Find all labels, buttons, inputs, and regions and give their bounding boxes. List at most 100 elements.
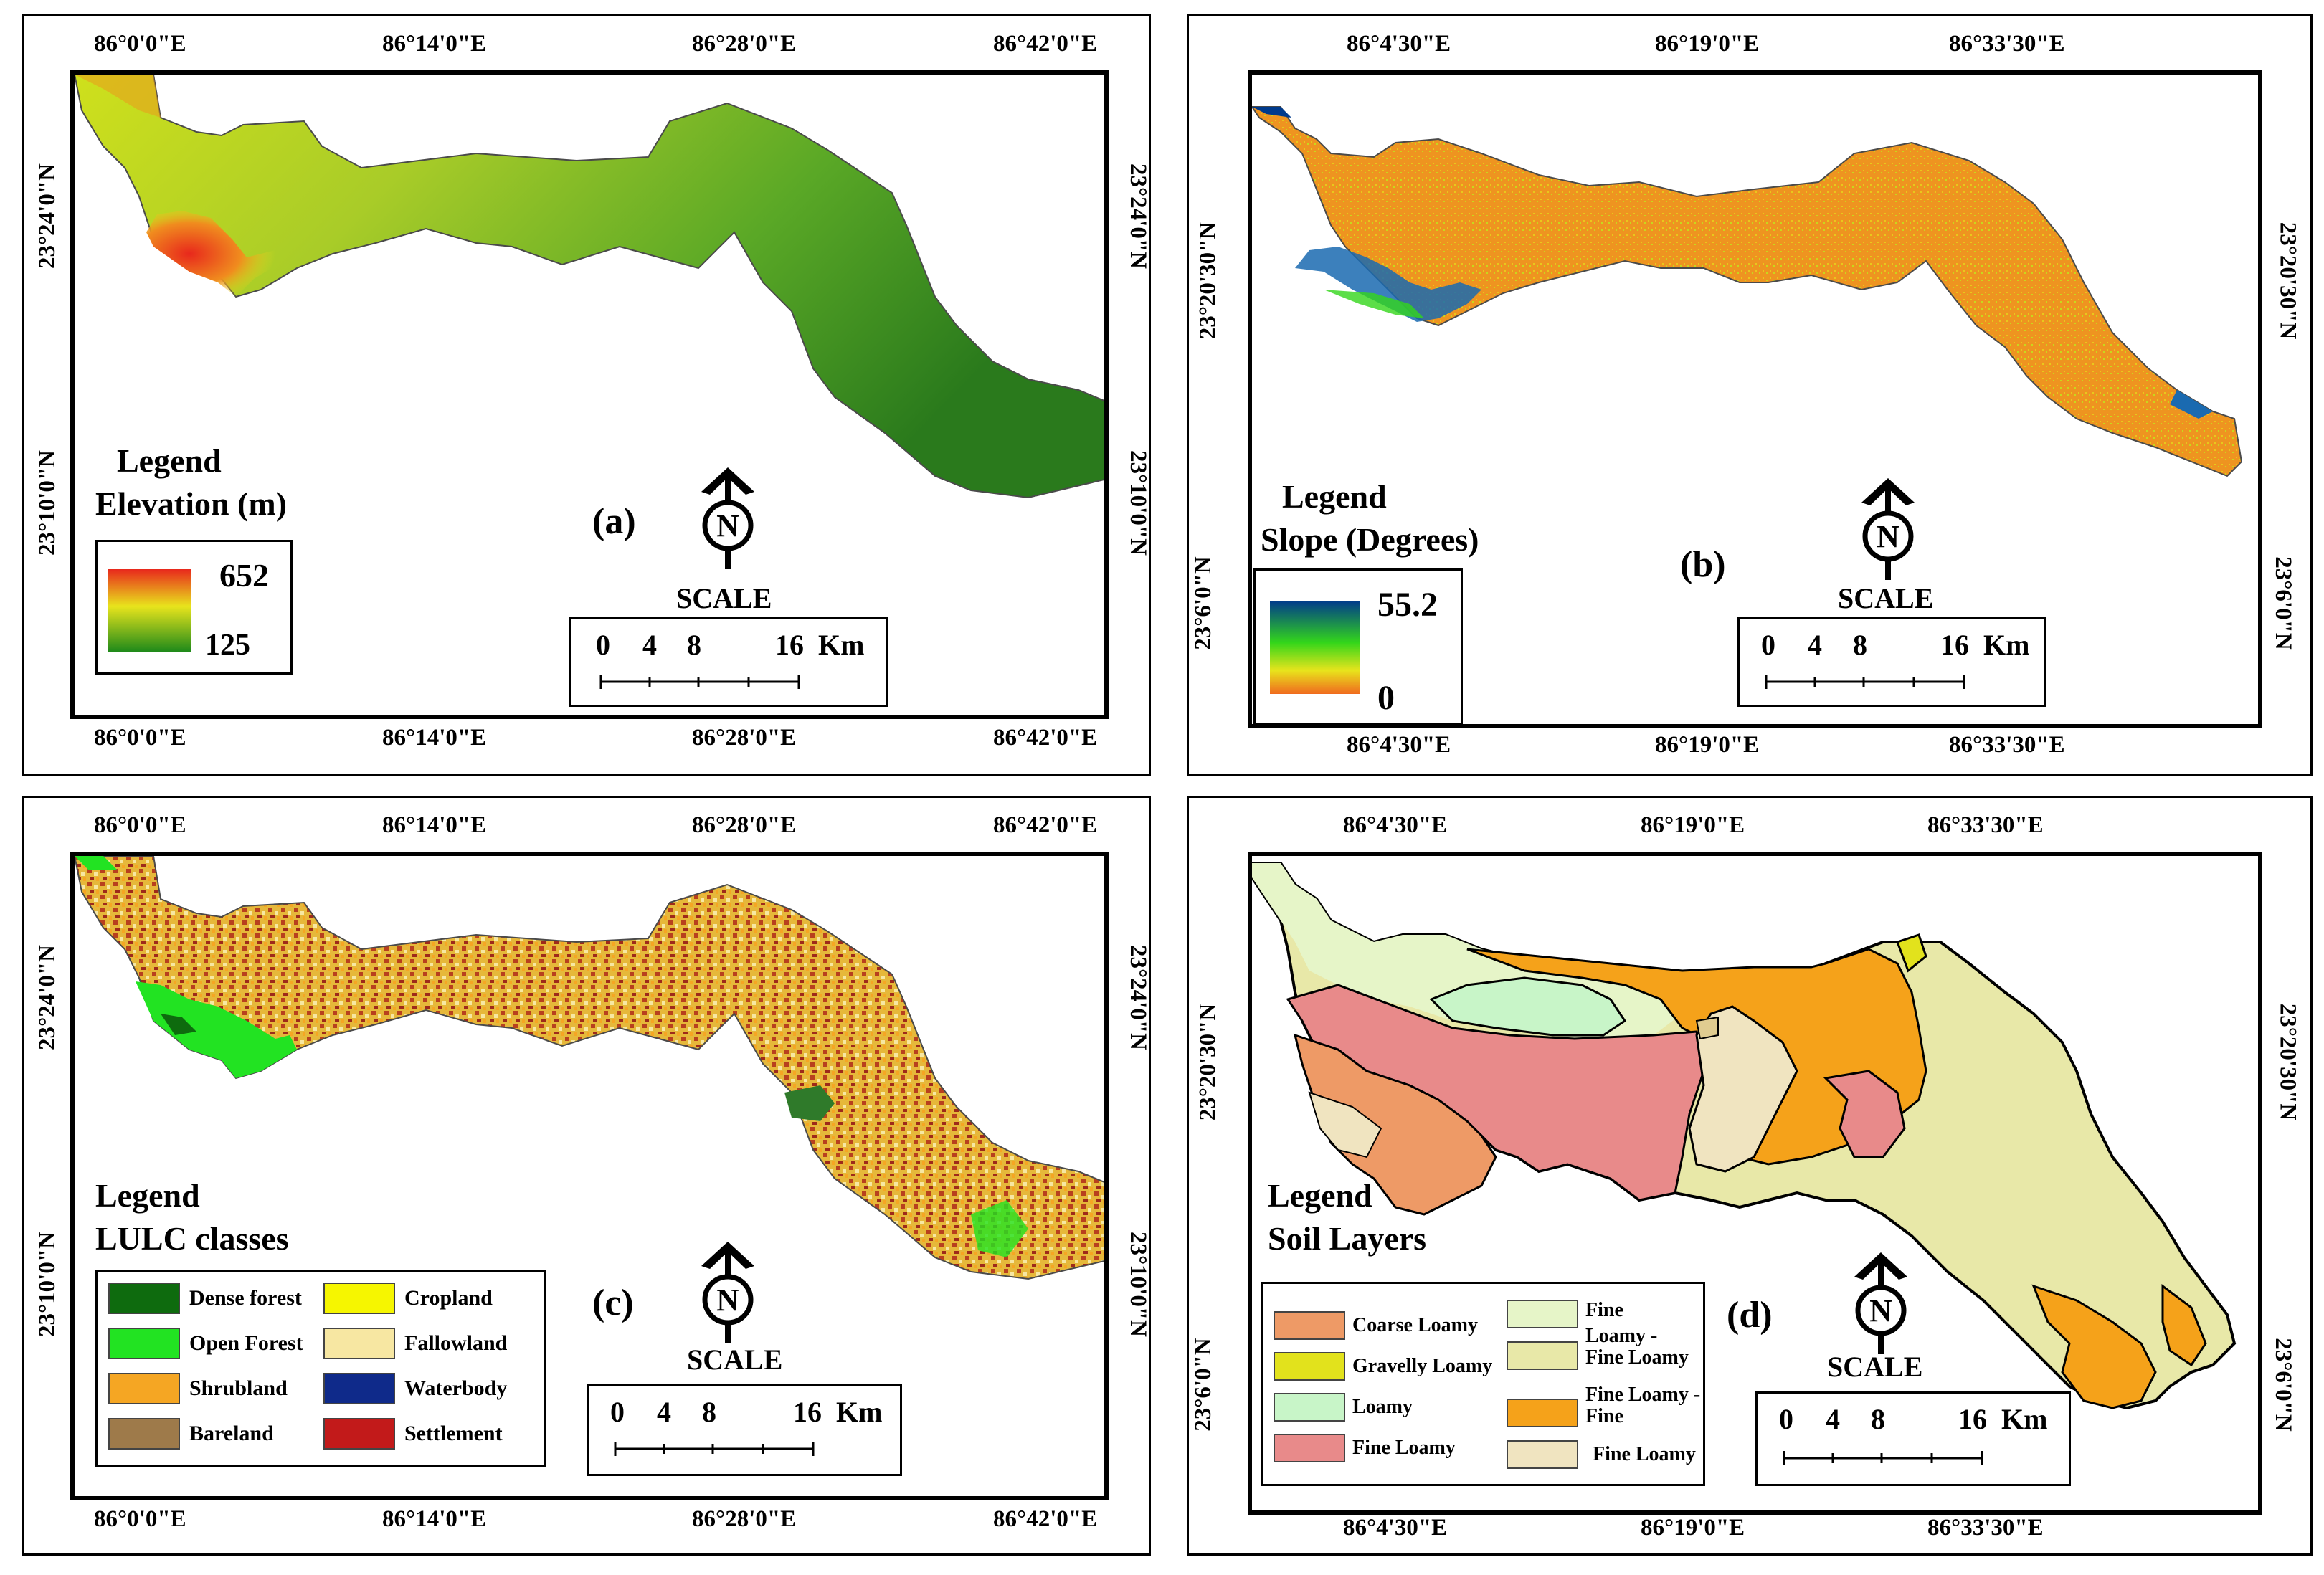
top-tick-1: 86°0'0"E	[94, 31, 186, 57]
legend-title-a-1: Legend	[117, 442, 222, 479]
dense-forest-swatch	[108, 1283, 180, 1314]
scale-unit: Km	[1983, 629, 2030, 661]
waterbody-swatch	[323, 1373, 395, 1404]
fine-loamy-beige-swatch	[1507, 1440, 1578, 1469]
scale-title-b: SCALE	[1838, 582, 1934, 614]
left-tick-1: 23°20'30"N	[1195, 222, 1221, 340]
settlement-swatch	[323, 1418, 395, 1450]
fine-loamy-fine-swatch	[1507, 1399, 1578, 1427]
bottom-tick-2: 86°14'0"E	[382, 725, 487, 751]
lulc-legend-box: Dense forest Open Forest Shrubland Barel…	[95, 1270, 546, 1467]
bottom-tick-2: 86°19'0"E	[1655, 732, 1760, 758]
waterbody-label: Waterbody	[404, 1376, 508, 1400]
slope-min: 0	[1377, 679, 1395, 717]
scale-4: 4	[657, 1396, 671, 1428]
fine-loamy-beige-label: Fine Loamy	[1593, 1443, 1696, 1465]
left-tick-2: 23°6'0"N	[1190, 556, 1216, 650]
cropland-swatch	[323, 1283, 395, 1314]
left-tick-1: 23°24'0"N	[34, 944, 61, 1051]
scale-unit: Km	[2001, 1403, 2048, 1435]
top-tick-4: 86°42'0"E	[993, 812, 1098, 838]
elevation-min: 125	[205, 629, 250, 662]
legend-title-d-2: Soil Layers	[1268, 1220, 1427, 1257]
panel-d-soil: 86°4'30"E 86°19'0"E 86°33'30"E 86°4'30"E…	[1187, 796, 2313, 1556]
loamy-fine-loamy-swatch	[1507, 1341, 1578, 1370]
loamy-label: Loamy	[1352, 1396, 1413, 1418]
gravelly-loamy-swatch	[1274, 1352, 1345, 1381]
legend-title-b-1: Legend	[1282, 478, 1387, 515]
scale-unit: Km	[818, 629, 865, 661]
fine-label: Fine	[1585, 1299, 1623, 1321]
bottom-tick-1: 86°0'0"E	[94, 1506, 186, 1532]
scale-16: 16	[775, 629, 804, 661]
top-tick-2: 86°14'0"E	[382, 31, 487, 57]
right-tick-2: 23°10'0"N	[1125, 449, 1152, 556]
top-tick-1: 86°4'30"E	[1343, 812, 1448, 838]
scale-4: 4	[1808, 629, 1822, 661]
panel-b-slope: 86°4'30"E 86°19'0"E 86°33'30"E 86°4'30"E…	[1187, 14, 2313, 776]
scale-0: 0	[610, 1396, 625, 1428]
scale-8: 8	[1853, 629, 1867, 661]
top-tick-1: 86°4'30"E	[1347, 31, 1451, 57]
scale-title-c: SCALE	[687, 1343, 783, 1376]
scale-bar	[1783, 1451, 1983, 1465]
legend-title-c-1: Legend	[95, 1177, 200, 1214]
bareland-label: Bareland	[189, 1422, 274, 1445]
loamy-fine-loamy-label-2: Fine Loamy	[1585, 1346, 1689, 1369]
scale-0: 0	[596, 629, 610, 661]
panel-a-elevation: 86°0'0"E 86°14'0"E 86°28'0"E 86°42'0"E 8…	[22, 14, 1151, 776]
left-tick-1: 23°20'30"N	[1195, 1003, 1221, 1121]
bottom-tick-3: 86°33'30"E	[1927, 1515, 2044, 1541]
scale-box-a: 0 4 8 16 Km	[569, 617, 888, 707]
right-tick-1: 23°20'30"N	[2275, 222, 2301, 340]
open-forest-label: Open Forest	[189, 1331, 303, 1355]
fine-loamy-pink-swatch	[1274, 1434, 1345, 1462]
cropland-label: Cropland	[404, 1286, 493, 1310]
scale-unit: Km	[836, 1396, 883, 1428]
scale-4: 4	[642, 629, 657, 661]
bottom-tick-2: 86°19'0"E	[1641, 1515, 1745, 1541]
shrubland-label: Shrubland	[189, 1376, 288, 1400]
left-tick-2: 23°10'0"N	[34, 1231, 61, 1338]
fallowland-label: Fallowland	[404, 1331, 508, 1355]
scale-bar	[614, 1442, 815, 1456]
dense-forest-label: Dense forest	[189, 1286, 302, 1310]
elevation-map	[75, 75, 1104, 499]
coarse-loamy-label: Coarse Loamy	[1352, 1314, 1478, 1336]
bottom-tick-3: 86°28'0"E	[692, 725, 797, 751]
slope-max: 55.2	[1377, 586, 1438, 624]
right-tick-2: 23°10'0"N	[1125, 1231, 1152, 1338]
north-label: N	[716, 1283, 739, 1318]
bottom-tick-4: 86°42'0"E	[993, 725, 1098, 751]
soil-legend-box: Coarse Loamy Gravelly Loamy Loamy Fine L…	[1261, 1282, 1705, 1486]
scale-8: 8	[702, 1396, 716, 1428]
fine-loamy-fine-label-1: Fine Loamy -	[1585, 1384, 1701, 1406]
loamy-swatch	[1274, 1393, 1345, 1422]
north-label: N	[1877, 519, 1899, 554]
scale-box-b: 0 4 8 16 Km	[1737, 617, 2046, 707]
top-tick-3: 86°28'0"E	[692, 812, 797, 838]
top-tick-3: 86°28'0"E	[692, 31, 797, 57]
scale-8: 8	[1871, 1403, 1885, 1435]
top-tick-3: 86°33'30"E	[1949, 31, 2065, 57]
north-arrow-icon: N	[701, 1242, 754, 1343]
top-tick-3: 86°33'30"E	[1927, 812, 2044, 838]
bottom-tick-1: 86°0'0"E	[94, 725, 186, 751]
left-tick-1: 23°24'0"N	[34, 163, 61, 270]
north-label: N	[1869, 1293, 1892, 1328]
bareland-swatch	[108, 1418, 180, 1450]
gravelly-loamy-label: Gravelly Loamy	[1352, 1355, 1493, 1377]
legend-title-a-2: Elevation (m)	[95, 485, 288, 522]
scale-bar	[1765, 675, 1965, 689]
scale-box-d: 0 4 8 16 Km	[1755, 1391, 2071, 1486]
legend-title-b-2: Slope (Degrees)	[1261, 521, 1479, 558]
top-tick-4: 86°42'0"E	[993, 31, 1098, 57]
bottom-tick-1: 86°4'30"E	[1347, 732, 1451, 758]
top-tick-2: 86°19'0"E	[1655, 31, 1760, 57]
soil-map	[1252, 862, 2237, 1410]
elevation-max: 652	[219, 557, 269, 594]
scale-4: 4	[1826, 1403, 1840, 1435]
open-forest-swatch	[108, 1328, 180, 1359]
panel-label-d: (d)	[1727, 1295, 1773, 1336]
scale-16: 16	[1958, 1403, 1987, 1435]
